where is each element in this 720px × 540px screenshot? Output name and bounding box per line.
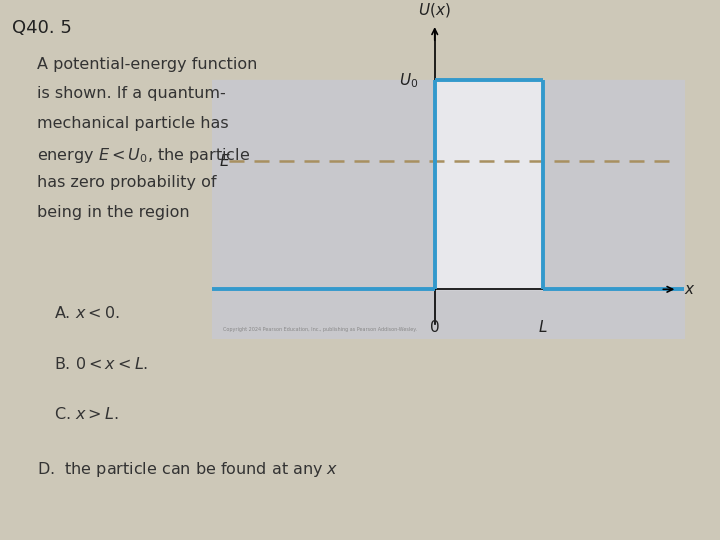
Text: A. $x < 0$.: A. $x < 0$.: [54, 305, 120, 321]
Text: $L$: $L$: [538, 319, 547, 335]
Text: $x$: $x$: [684, 282, 696, 297]
Text: D.  the particle can be found at any $x$: D. the particle can be found at any $x$: [37, 460, 339, 479]
Text: C. $x > L$.: C. $x > L$.: [54, 406, 119, 422]
Text: being in the region: being in the region: [37, 205, 190, 220]
Text: Q40. 5: Q40. 5: [12, 19, 72, 37]
Text: $E$: $E$: [219, 153, 230, 169]
Text: mechanical particle has: mechanical particle has: [37, 116, 229, 131]
Text: B. $0 < x < L$.: B. $0 < x < L$.: [54, 356, 148, 373]
Text: $U_0$: $U_0$: [399, 71, 418, 90]
Text: has zero probability of: has zero probability of: [37, 176, 217, 191]
Text: is shown. If a quantum-: is shown. If a quantum-: [37, 86, 226, 102]
Text: A potential-energy function: A potential-energy function: [37, 57, 258, 72]
Text: $0$: $0$: [429, 319, 440, 335]
Text: $U(x)$: $U(x)$: [418, 1, 451, 19]
Text: energy $E < U_0$, the particle: energy $E < U_0$, the particle: [37, 146, 251, 165]
Text: Copyright 2024 Pearson Education, Inc., publishing as Pearson Addison-Wesley.: Copyright 2024 Pearson Education, Inc., …: [222, 327, 416, 332]
